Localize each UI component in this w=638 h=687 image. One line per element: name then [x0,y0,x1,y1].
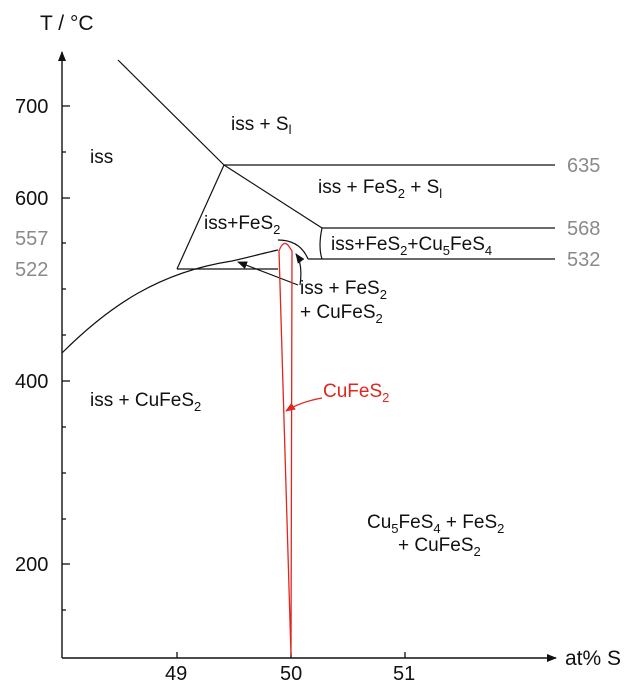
x-tick-51: 51 [393,663,415,682]
cufes2-arrow [285,397,323,412]
label-arrows [237,253,305,286]
iss-solvus-curve [61,249,279,354]
region-iss-fes2-cufes2-line1: iss + FeS2 [300,278,387,302]
arrow-to-dome [295,253,305,286]
temp-label-635: 635 [567,155,600,177]
region-cu5fes4-fes2-cufes2-line1: Cu5FeS4 + FeS2 [367,512,504,536]
boundary-iss-fes2-right [223,164,323,229]
region-iss-fes2-cu5fes4: iss+FeS2+Cu5FeS4 [331,234,492,258]
y-tick-522: 522 [15,259,48,281]
y-tick-700: 700 [15,96,48,118]
region-iss-cufes2: iss + CuFeS2 [90,390,201,414]
y-axis-title: T / °C [40,12,94,35]
region-iss-fes2-cufes2-line2: + CuFeS2 [300,302,383,326]
iss-dome [277,239,309,260]
y-tick-600: 600 [15,188,48,210]
temp-label-532: 532 [567,249,600,271]
region-iss-fes2: iss+FeS2 [204,213,280,237]
arrow-to-522-field [237,261,299,286]
y-tick-557: 557 [15,228,48,250]
temp-label-568: 568 [567,218,600,240]
region-iss-sl: iss + Sl [231,114,292,137]
boundary-iss-fes2-left [176,164,225,270]
y-tick-200: 200 [15,554,48,576]
cufes2-phase-field [278,242,293,656]
region-iss: iss [90,147,113,168]
x-tick-49: 49 [165,663,187,682]
region-iss-fes2-sl: iss + FeS2 + Sl [318,177,442,201]
x-axis-title: at% S [565,647,621,670]
liquidus-line [117,59,225,166]
boundary-568-532 [319,227,323,260]
y-tick-400: 400 [15,371,48,393]
x-tick-50: 50 [280,663,302,682]
region-cu5fes4-fes2-cufes2-line2: + CuFeS2 [398,535,481,559]
cufes2-phase-label: CuFeS2 [323,381,389,405]
phase-boundaries [61,59,555,354]
y-axis-ticks [62,105,70,611]
